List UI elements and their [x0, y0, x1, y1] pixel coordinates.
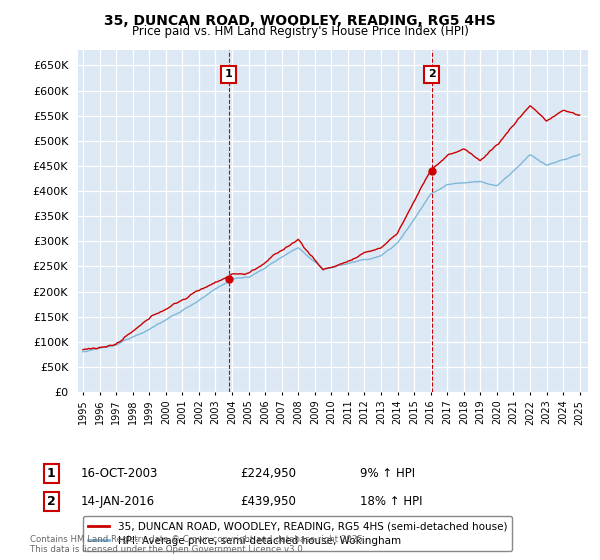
Text: 1: 1	[47, 466, 55, 480]
Text: £439,950: £439,950	[240, 494, 296, 508]
Legend: 35, DUNCAN ROAD, WOODLEY, READING, RG5 4HS (semi-detached house), HPI: Average p: 35, DUNCAN ROAD, WOODLEY, READING, RG5 4…	[83, 516, 512, 550]
Text: 1: 1	[225, 69, 233, 80]
Text: 18% ↑ HPI: 18% ↑ HPI	[360, 494, 422, 508]
Text: Price paid vs. HM Land Registry's House Price Index (HPI): Price paid vs. HM Land Registry's House …	[131, 25, 469, 38]
Text: 9% ↑ HPI: 9% ↑ HPI	[360, 466, 415, 480]
Text: 14-JAN-2016: 14-JAN-2016	[81, 494, 155, 508]
Text: 2: 2	[428, 69, 436, 80]
Text: 35, DUNCAN ROAD, WOODLEY, READING, RG5 4HS: 35, DUNCAN ROAD, WOODLEY, READING, RG5 4…	[104, 14, 496, 28]
Text: £224,950: £224,950	[240, 466, 296, 480]
Text: 16-OCT-2003: 16-OCT-2003	[81, 466, 158, 480]
Text: 2: 2	[47, 494, 55, 508]
Text: Contains HM Land Registry data © Crown copyright and database right 2025.
This d: Contains HM Land Registry data © Crown c…	[30, 535, 365, 554]
